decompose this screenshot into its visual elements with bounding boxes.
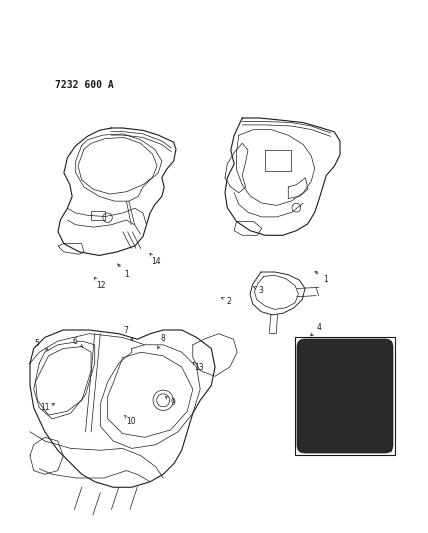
Text: 6: 6 [72,337,77,345]
Text: 14: 14 [152,257,161,265]
Text: 11: 11 [40,403,50,412]
Text: 4: 4 [316,324,321,332]
Text: 13: 13 [194,364,204,372]
Bar [91,211,105,220]
Text: 9: 9 [171,398,176,407]
FancyBboxPatch shape [297,339,393,453]
Bar [299,341,391,451]
Text: 1: 1 [323,276,328,284]
Text: 7232 600 A: 7232 600 A [55,80,114,90]
Bar [295,337,395,455]
Bar [265,150,291,171]
Text: 7: 7 [124,326,129,335]
Text: 12: 12 [96,281,105,289]
Text: 10: 10 [126,417,135,425]
Text: 2: 2 [226,297,232,305]
Text: 5: 5 [34,340,39,348]
Text: 1: 1 [124,270,129,279]
Text: 8: 8 [160,334,165,343]
Text: 3: 3 [259,286,264,295]
